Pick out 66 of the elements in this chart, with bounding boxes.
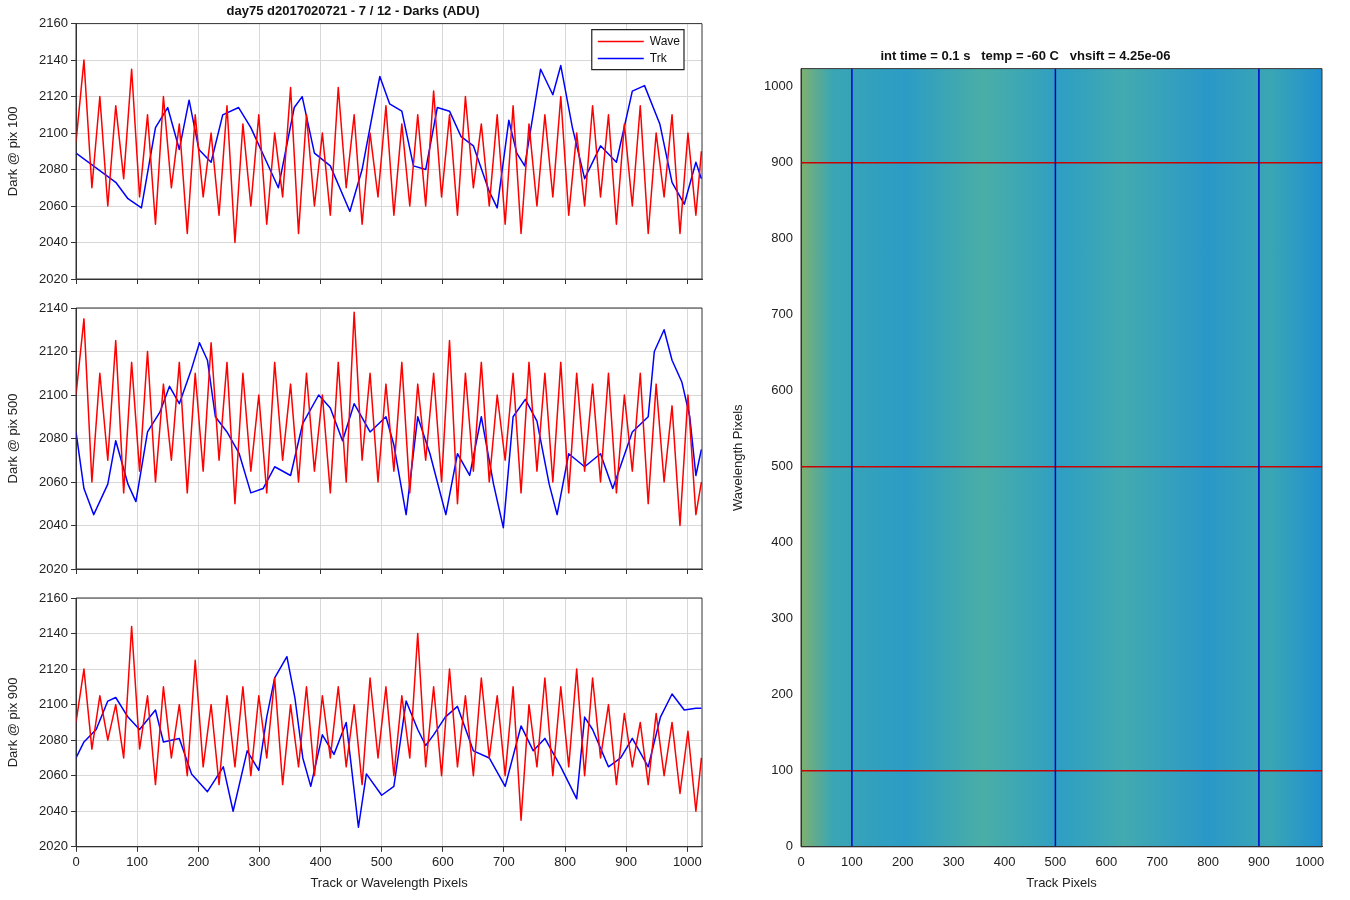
- y-tick-label: 2020: [39, 838, 68, 854]
- y-tick-label: 600: [771, 382, 793, 398]
- y-tick-label: 2060: [39, 197, 68, 213]
- y-tick-label: 2080: [39, 731, 68, 747]
- x-tick-label: 900: [615, 854, 638, 870]
- y-tick-label: 2040: [39, 802, 68, 818]
- x-tick-label: 0: [797, 854, 805, 870]
- x-tick-label: 600: [431, 854, 454, 870]
- y-axis-title: Wavelength Pixels: [730, 403, 746, 511]
- x-tick-label: 900: [1248, 854, 1270, 870]
- x-tick-label: 800: [1197, 854, 1219, 870]
- x-tick-label: 700: [493, 854, 515, 870]
- chart-title: int time = 0.1 s temp = -60 C vhsift = 4.25e-06: [880, 48, 1171, 64]
- y-tick-label: 900: [771, 154, 793, 170]
- y-tick-label: 700: [771, 306, 793, 322]
- x-axis-title: Track or Wavelength Pixels: [310, 874, 469, 890]
- y-tick-label: 800: [771, 230, 793, 246]
- y-tick-label: 2040: [39, 234, 68, 250]
- y-tick-label: 500: [771, 458, 793, 474]
- y-tick-label: 2040: [39, 517, 68, 533]
- y-tick-label: 2140: [39, 625, 68, 641]
- x-tick-label: 500: [1044, 854, 1067, 870]
- x-tick-label: 400: [993, 854, 1016, 870]
- x-tick-label: 1000: [672, 854, 702, 870]
- x-tick-label: 300: [942, 854, 965, 870]
- y-tick-label: 2100: [39, 386, 68, 402]
- x-tick-label: 600: [1095, 854, 1118, 870]
- y-tick-label: 2020: [39, 560, 68, 576]
- y-tick-label: 2060: [39, 473, 68, 489]
- x-tick-label: 0: [72, 854, 80, 870]
- y-tick-label: 2120: [39, 88, 68, 104]
- y-tick-label: 2160: [39, 589, 68, 605]
- y-axis-title: Dark @ pix 500: [5, 393, 21, 484]
- y-tick-label: 2140: [39, 51, 68, 67]
- x-tick-label: 300: [248, 854, 271, 870]
- legend-label: Trk: [649, 50, 668, 65]
- y-tick-label: 2080: [39, 161, 68, 177]
- x-tick-label: 700: [1146, 854, 1168, 870]
- x-tick-label: 1000: [1295, 854, 1325, 870]
- y-tick-label: 0: [785, 838, 793, 854]
- x-tick-label: 200: [187, 854, 210, 870]
- y-tick-label: 2120: [39, 660, 68, 676]
- y-tick-label: 1000: [764, 78, 793, 94]
- y-tick-label: 100: [771, 762, 793, 778]
- x-tick-label: 200: [891, 854, 914, 870]
- y-tick-label: 200: [771, 686, 793, 702]
- x-tick-label: 800: [554, 854, 576, 870]
- x-tick-label: 500: [370, 854, 393, 870]
- y-axis-title: Dark @ pix 100: [5, 106, 21, 197]
- y-tick-label: 300: [771, 610, 793, 626]
- x-tick-label: 400: [309, 854, 332, 870]
- y-tick-label: 2020: [39, 270, 68, 286]
- chart-title: day75 d2017020721 - 7 / 12 - Darks (ADU): [226, 3, 480, 19]
- y-tick-label: 2100: [39, 696, 68, 712]
- y-tick-label: 2080: [39, 430, 68, 446]
- y-tick-label: 2160: [39, 15, 68, 31]
- y-tick-label: 2100: [39, 124, 68, 140]
- x-tick-label: 100: [126, 854, 148, 870]
- y-tick-label: 400: [771, 534, 793, 550]
- y-tick-label: 2120: [39, 343, 68, 359]
- x-tick-label: 100: [841, 854, 863, 870]
- y-tick-label: 2060: [39, 767, 68, 783]
- legend-label: Wave: [649, 33, 681, 48]
- y-tick-label: 2140: [39, 299, 68, 315]
- x-axis-title: Track Pixels: [1026, 874, 1098, 890]
- y-axis-title: Dark @ pix 900: [5, 677, 21, 768]
